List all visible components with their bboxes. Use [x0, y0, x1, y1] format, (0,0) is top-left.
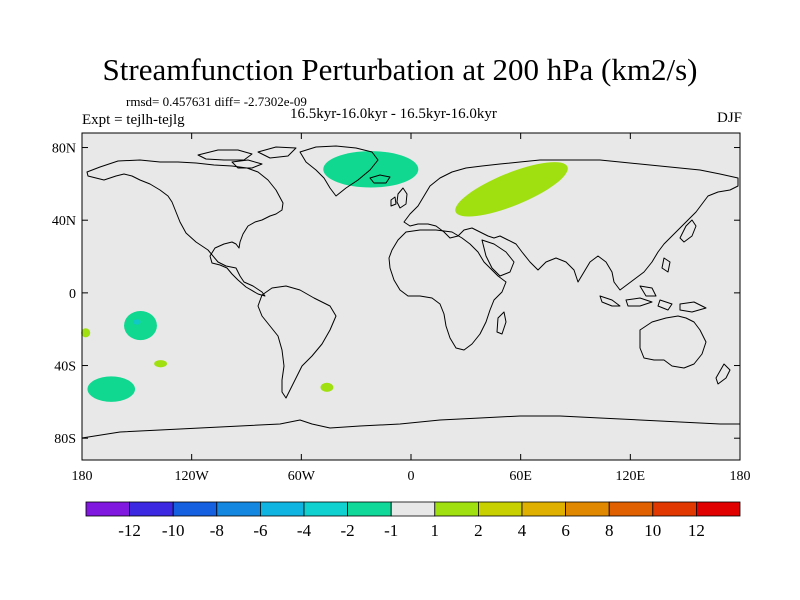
- x-tick-label: 60E: [509, 469, 532, 484]
- colorbar-swatch: [608, 501, 654, 517]
- anomaly-south-atlantic: [320, 382, 334, 392]
- colorbar-swatch: [565, 501, 610, 517]
- coast-antarctica: [81, 415, 740, 439]
- experiment-label: Expt = tejlh-tejlg: [82, 112, 185, 128]
- colorbar-label: -12: [118, 521, 141, 540]
- coast-madagascar: [496, 311, 507, 335]
- colorbar-swatch: [259, 501, 305, 517]
- y-tick-label: 40N: [52, 214, 76, 229]
- colorbar-label: -8: [210, 521, 224, 540]
- colorbar-label: 10: [644, 521, 661, 540]
- colorbar-swatch: [652, 501, 697, 517]
- colorbar-swatch: [390, 501, 436, 517]
- colorbar-swatch: [216, 501, 261, 517]
- coastlines: [81, 145, 740, 439]
- coast-arctic-islands: [197, 146, 297, 169]
- coast-greenland: [299, 145, 379, 197]
- colorbar-label: -4: [297, 521, 312, 540]
- anomaly-south-pacific-tropical-core: [133, 319, 141, 325]
- colorbar-label: 2: [474, 521, 483, 540]
- colorbar-swatch: [347, 501, 392, 517]
- coast-arabia: [481, 239, 515, 277]
- anomaly-south-pacific-midlat: [154, 360, 167, 368]
- colorbar: -12 -10 -8 -6 -4 -2 -1 1 2 4 6 8 10 12: [85, 501, 741, 540]
- y-tick-label: 80N: [52, 142, 76, 157]
- coast-new-zealand: [715, 363, 731, 385]
- coast-australia: [639, 315, 707, 369]
- season-label: DJF: [716, 110, 742, 126]
- anomaly-dateline-south: [81, 328, 91, 338]
- coast-japan: [679, 219, 697, 243]
- colorbar-swatch: [85, 501, 130, 517]
- anomaly-south-pacific-tropical: [124, 311, 157, 341]
- colorbar-label: 6: [561, 521, 570, 540]
- colorbar-swatch: [434, 501, 479, 517]
- axis-ticks: 180 120W 60W 0 60E 120E 180 80N 40N 0 40S 80S: [52, 133, 751, 484]
- colorbar-swatch: [521, 501, 566, 517]
- coast-british-isles: [390, 187, 408, 209]
- colorbar-swatch: [129, 501, 174, 517]
- colorbar-label: -10: [162, 521, 185, 540]
- colorbar-swatch: [303, 501, 348, 517]
- coast-south-america: [257, 285, 337, 399]
- colorbar-label: -1: [384, 521, 398, 540]
- y-tick-label: 80S: [54, 432, 76, 447]
- x-tick-label: 60W: [288, 469, 316, 484]
- anomaly-eurasia: [455, 162, 568, 217]
- stats-label: rmsd= 0.457631 diff= -2.7302e-09: [126, 94, 307, 109]
- x-tick-label: 120W: [175, 469, 210, 484]
- x-tick-label: 180: [730, 469, 751, 484]
- colorbar-swatch: [172, 501, 218, 517]
- y-tick-label: 0: [69, 287, 76, 302]
- x-tick-label: 0: [408, 469, 415, 484]
- colorbar-label: 4: [518, 521, 527, 540]
- coast-africa: [388, 229, 507, 351]
- coast-north-america: [86, 159, 284, 297]
- colorbar-swatch: [696, 501, 741, 517]
- colorbar-label: 12: [688, 521, 705, 540]
- colorbar-label: 8: [605, 521, 614, 540]
- coast-eurasia: [403, 159, 739, 291]
- colorbar-label: 1: [431, 521, 440, 540]
- colorbar-label: -6: [253, 521, 267, 540]
- coast-maritime-continent: [599, 257, 707, 313]
- period-subtitle: 16.5kyr-16.0kyr - 16.5kyr-16.0kyr: [290, 106, 497, 122]
- anomaly-south-pacific-southern: [87, 376, 136, 402]
- x-tick-label: 120E: [616, 469, 646, 484]
- figure-title: Streamfunction Perturbation at 200 hPa (…: [102, 52, 698, 87]
- colorbar-swatch: [477, 501, 523, 517]
- x-tick-label: 180: [72, 469, 93, 484]
- y-tick-label: 40S: [54, 360, 76, 375]
- colorbar-label: -2: [341, 521, 355, 540]
- coast-iceland: [369, 174, 391, 184]
